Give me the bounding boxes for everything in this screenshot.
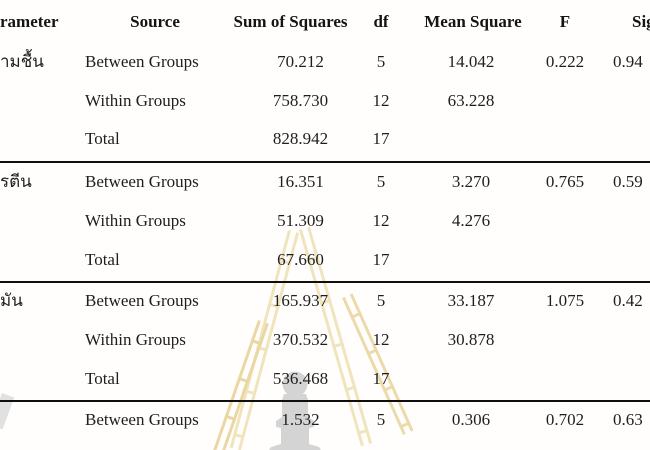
source-cell: Total — [85, 250, 120, 269]
col-header-sum-of-squares: Sum of Squares — [233, 12, 348, 31]
source-cell: Total — [85, 129, 120, 148]
mean-square-cell: 33.187 — [447, 291, 495, 310]
sum-of-squares-cell: 70.212 — [277, 52, 324, 71]
source-cell: Between Groups — [85, 52, 199, 71]
source-cell: Between Groups — [85, 291, 199, 310]
col-header-mean-square: Mean Square — [424, 12, 522, 31]
df-cell: 12 — [372, 91, 390, 110]
col-header-source: Source — [130, 12, 180, 31]
sum-of-squares-cell: 758.730 — [272, 91, 329, 110]
df-cell: 5 — [376, 291, 386, 310]
df-cell: 12 — [372, 211, 390, 230]
df-cell: 17 — [372, 250, 390, 269]
source-cell: Total — [85, 369, 120, 388]
source-cell: Within Groups — [85, 330, 186, 349]
mean-square-cell: 14.042 — [447, 52, 495, 71]
col-header-f: F — [559, 12, 571, 31]
sum-of-squares-cell: 370.532 — [272, 330, 329, 349]
source-cell: Between Groups — [85, 172, 199, 191]
mean-square-cell: 4.276 — [451, 211, 491, 230]
parameter-label: มัน — [0, 291, 23, 310]
mean-square-cell: 0.306 — [451, 410, 491, 429]
col-header-sig: Sig — [632, 12, 650, 31]
f-cell: 0.222 — [545, 52, 585, 71]
source-cell: Within Groups — [85, 91, 186, 110]
sum-of-squares-cell: 67.660 — [277, 250, 324, 269]
sum-of-squares-cell: 1.532 — [281, 410, 320, 429]
sig-cell: 0.42 — [613, 291, 643, 310]
sum-of-squares-cell: 16.351 — [277, 172, 324, 191]
df-cell: 5 — [376, 410, 386, 429]
parameter-label: รตีน — [0, 172, 32, 191]
df-cell: 5 — [376, 172, 386, 191]
df-cell: 12 — [372, 330, 390, 349]
sum-of-squares-cell: 165.937 — [272, 291, 329, 310]
col-header-df: df — [373, 12, 389, 31]
f-cell: 0.702 — [545, 410, 585, 429]
horizontal-rule — [0, 281, 650, 283]
df-cell: 17 — [372, 369, 390, 388]
horizontal-rule — [0, 161, 650, 163]
sig-cell: 0.94 — [613, 52, 643, 71]
sig-cell: 0.59 — [613, 172, 643, 191]
df-cell: 17 — [372, 129, 390, 148]
mean-square-cell: 63.228 — [447, 91, 495, 110]
sum-of-squares-cell: 51.309 — [277, 211, 324, 230]
source-cell: Between Groups — [85, 410, 199, 429]
mean-square-cell: 30.878 — [447, 330, 495, 349]
sum-of-squares-cell: 536.468 — [272, 369, 329, 388]
horizontal-rule — [0, 400, 650, 402]
df-cell: 5 — [376, 52, 386, 71]
sig-cell: 0.63 — [613, 410, 643, 429]
mean-square-cell: 3.270 — [451, 172, 491, 191]
source-cell: Within Groups — [85, 211, 186, 230]
parameter-label: ามชื้น — [0, 52, 44, 71]
col-header-parameter: rameter — [0, 12, 59, 31]
f-cell: 0.765 — [545, 172, 585, 191]
f-cell: 1.075 — [545, 291, 585, 310]
sum-of-squares-cell: 828.942 — [272, 129, 329, 148]
